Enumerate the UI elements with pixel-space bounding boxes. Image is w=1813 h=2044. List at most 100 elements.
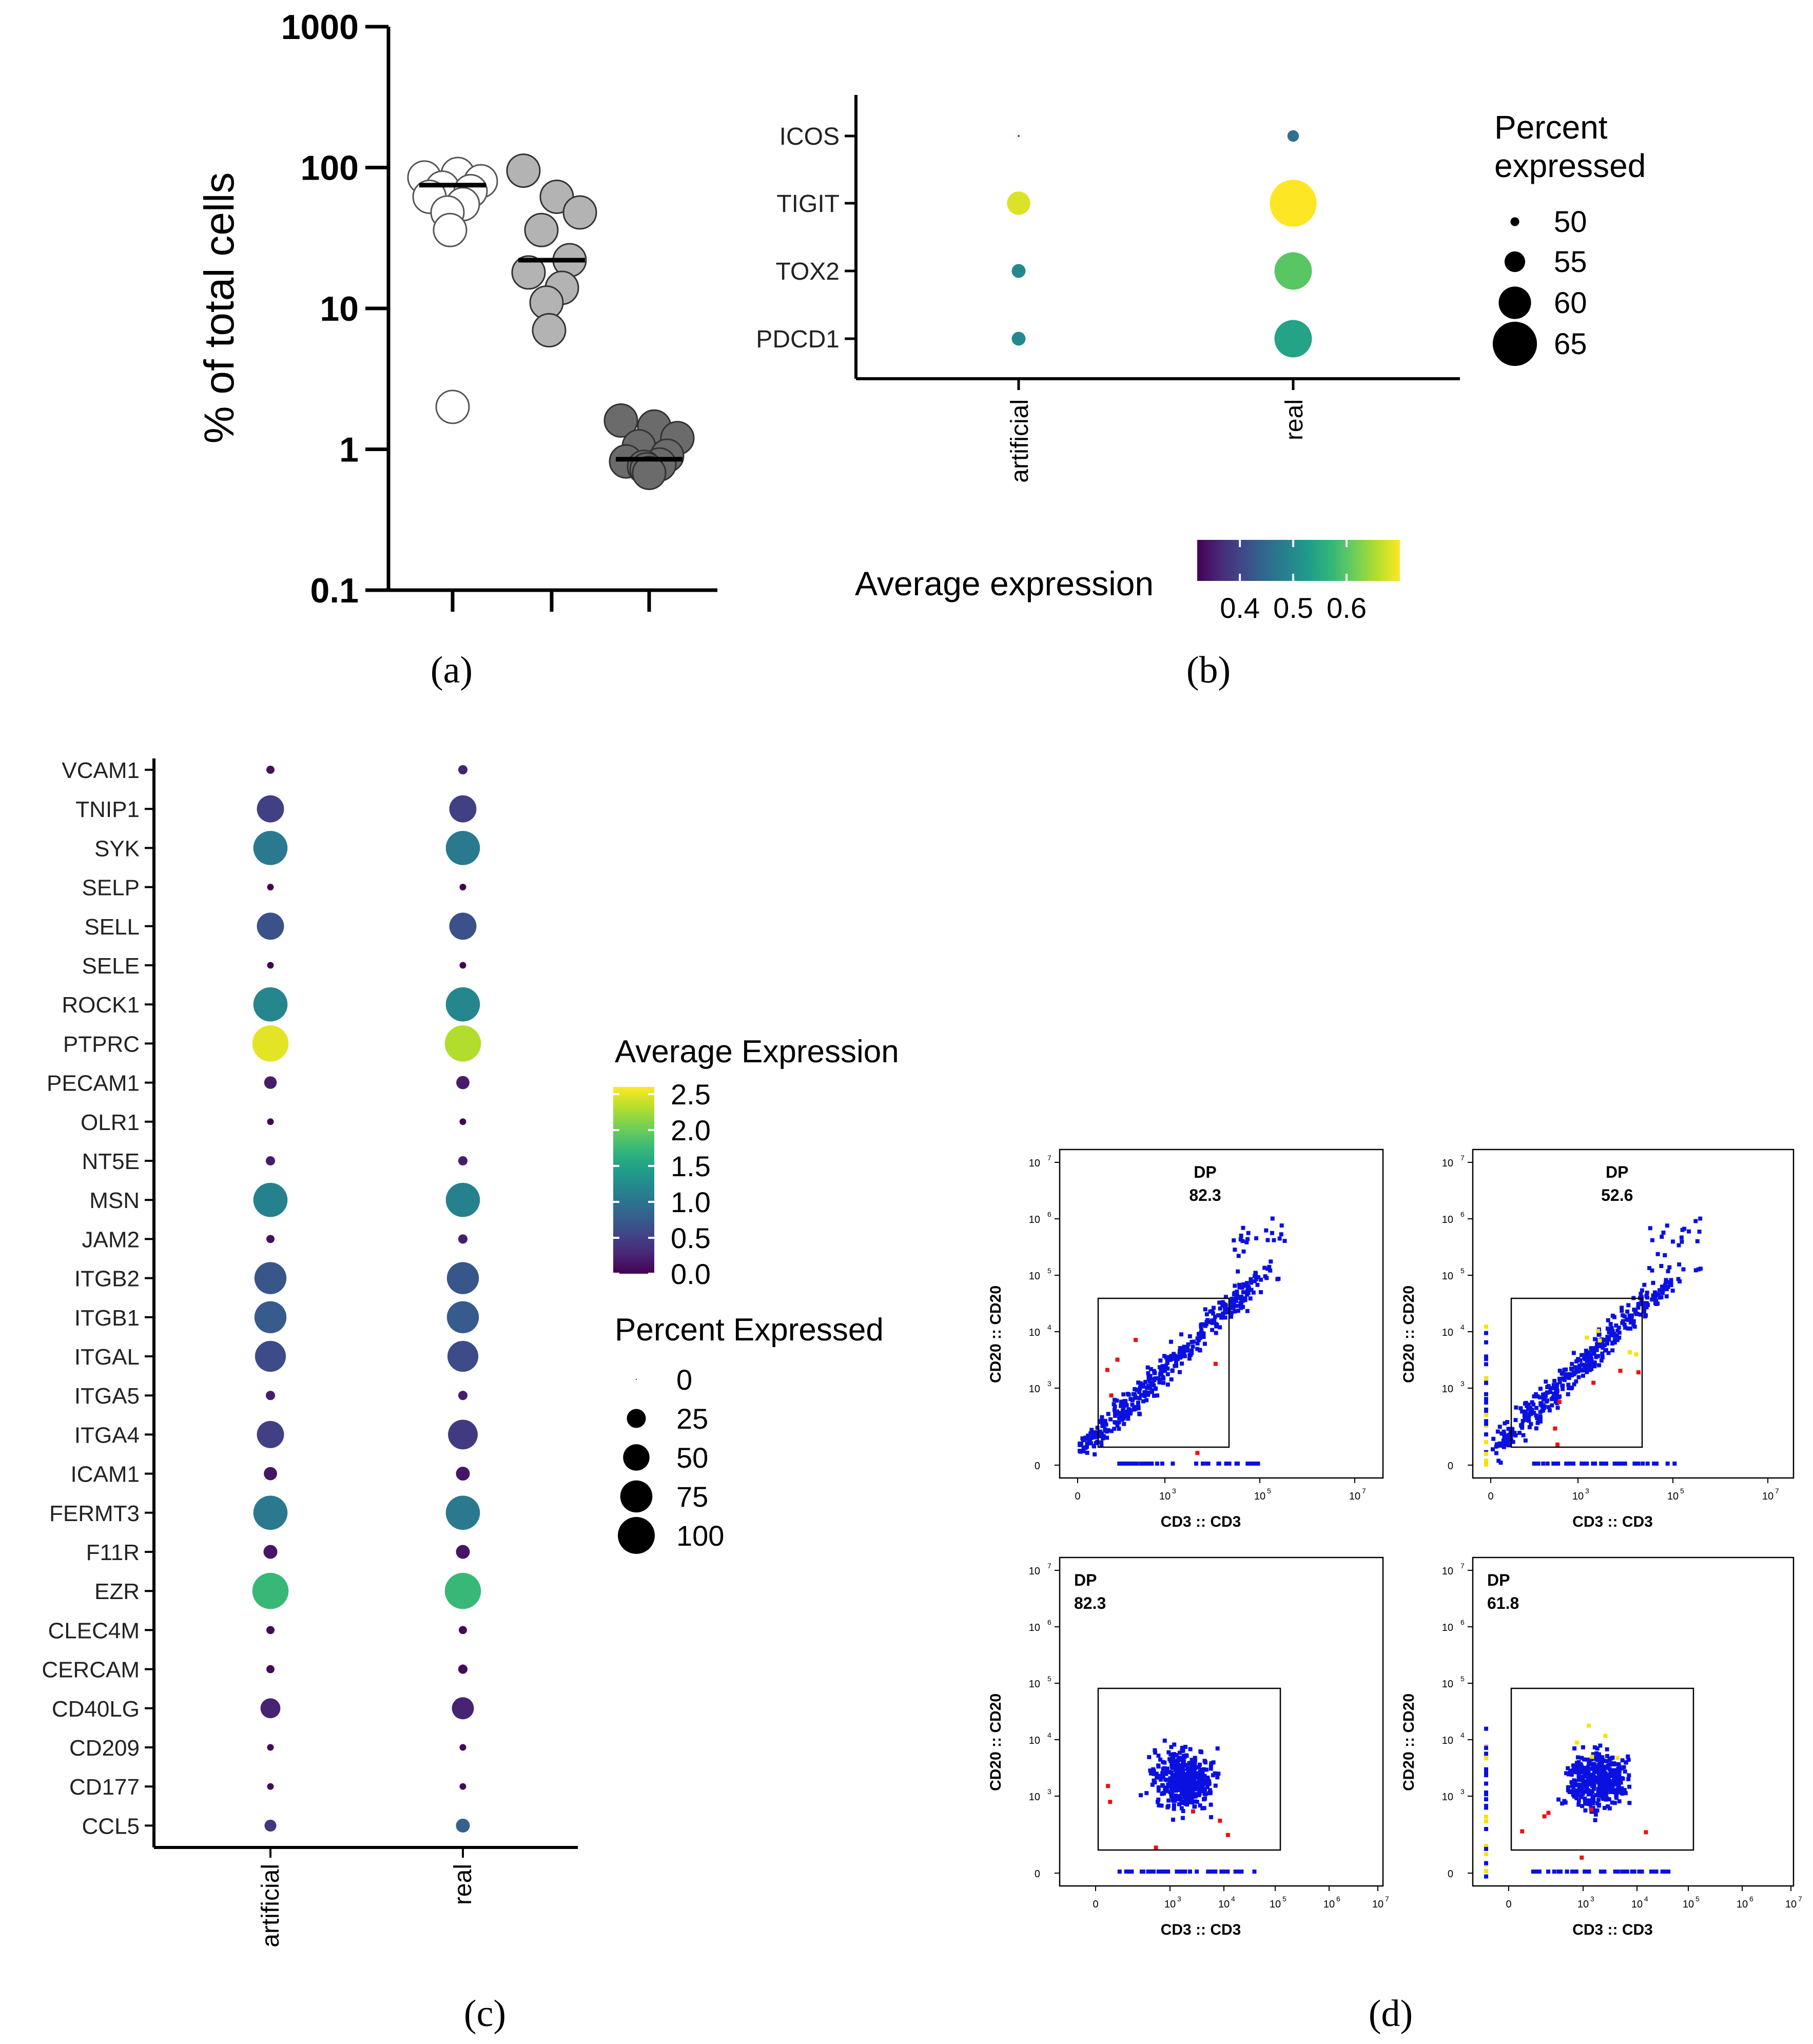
x-tick-label: 0	[1075, 1491, 1080, 1502]
event-dot	[1182, 1759, 1186, 1764]
dot-marker	[252, 1025, 289, 1062]
event-dot	[1639, 1312, 1643, 1317]
dot-marker	[1007, 191, 1030, 215]
event-dot	[1152, 1772, 1156, 1776]
event-dot	[1165, 1355, 1170, 1359]
plot-frame	[1472, 1556, 1795, 1887]
event-dot	[1591, 1781, 1595, 1785]
event-dot	[1567, 1376, 1571, 1380]
event-dot	[1580, 1804, 1585, 1808]
event-dot	[1566, 1383, 1571, 1387]
event-dot	[1555, 1406, 1560, 1410]
event-dot	[1180, 1361, 1184, 1366]
event-dot	[1267, 1264, 1272, 1269]
event-dot	[1177, 1802, 1181, 1806]
event-dot	[1164, 1772, 1168, 1776]
event-dot	[1566, 1772, 1571, 1777]
event-dot	[1180, 1816, 1185, 1820]
event-dot	[1551, 1386, 1555, 1390]
event-dot	[1174, 1359, 1178, 1364]
event-dot	[1117, 1427, 1121, 1431]
event-dot	[1627, 1773, 1631, 1778]
event-dot	[1183, 1776, 1187, 1780]
event-dot	[1123, 1399, 1128, 1404]
event-dot	[1610, 1788, 1615, 1793]
event-dot	[1161, 1760, 1165, 1764]
size-legend-title: expressed	[1494, 147, 1646, 184]
event-dot	[1185, 1345, 1190, 1350]
event-dot	[1161, 1783, 1165, 1788]
x-tick-label: 10	[1164, 1899, 1176, 1910]
event-dot	[1575, 1755, 1580, 1760]
event-dot	[1585, 1757, 1589, 1762]
event-dot	[1639, 1292, 1643, 1296]
event-dot	[1213, 1314, 1217, 1319]
event-dot	[1128, 1397, 1133, 1401]
x-tick-label: 10	[1349, 1491, 1360, 1502]
event-dot	[1620, 1766, 1624, 1770]
event-dot	[1594, 1346, 1599, 1350]
event-dot	[1103, 1418, 1107, 1423]
event-dot	[1484, 1400, 1488, 1405]
event-dot	[1538, 1419, 1543, 1424]
event-dot	[1191, 1344, 1195, 1349]
event-dot	[1641, 1462, 1645, 1466]
event-dot	[1566, 1766, 1570, 1770]
gate-rectangle	[1510, 1687, 1694, 1851]
event-dot	[1576, 1375, 1581, 1379]
event-dot	[1191, 1809, 1196, 1814]
event-dot	[1141, 1383, 1146, 1387]
event-dot	[1587, 1723, 1591, 1728]
event-dot	[1085, 1436, 1090, 1441]
size-legend-label: 65	[1554, 327, 1587, 361]
event-dot	[1255, 1282, 1260, 1287]
gene-label: VCAM1	[62, 758, 140, 783]
event-dot	[1557, 1870, 1562, 1874]
event-dot	[1165, 1805, 1170, 1809]
event-dot	[1100, 1416, 1104, 1421]
event-dot	[1191, 1758, 1195, 1763]
event-dot	[1619, 1780, 1623, 1785]
event-dot	[1217, 1300, 1222, 1305]
event-dot	[1564, 1771, 1569, 1776]
event-dot	[1548, 1386, 1553, 1391]
event-dot	[1576, 1778, 1581, 1782]
data-point	[511, 255, 546, 290]
event-dot	[1085, 1445, 1089, 1449]
event-dot	[1172, 1742, 1177, 1747]
event-dot	[1581, 1775, 1585, 1779]
event-dot	[1502, 1434, 1507, 1439]
event-dot	[1174, 1356, 1178, 1360]
event-dot	[1098, 1419, 1103, 1424]
event-dot	[1596, 1755, 1601, 1759]
gene-label: EZR	[94, 1579, 140, 1604]
event-dot	[1089, 1441, 1094, 1446]
event-dot	[1545, 1398, 1549, 1403]
event-dot	[1272, 1238, 1276, 1242]
x-tick-label: 10	[1218, 1899, 1230, 1910]
event-dot	[1542, 1406, 1546, 1410]
event-dot	[1628, 1350, 1632, 1354]
dot-marker	[267, 884, 274, 891]
event-dot	[1192, 1766, 1197, 1770]
dot-marker	[456, 1818, 470, 1833]
event-dot	[1608, 1779, 1612, 1783]
event-dot	[1570, 1385, 1574, 1390]
event-dot	[1152, 1393, 1156, 1398]
event-dot	[1566, 1392, 1570, 1396]
event-dot	[1697, 1230, 1702, 1234]
event-dot	[1136, 1400, 1140, 1405]
y-tick-label: 10	[1029, 1327, 1040, 1338]
event-dot	[1520, 1409, 1525, 1414]
event-dot	[1612, 1334, 1617, 1338]
event-dot	[1144, 1462, 1149, 1466]
dot-marker	[257, 1420, 284, 1448]
event-dot	[1112, 1402, 1116, 1407]
event-dot	[1603, 1778, 1608, 1782]
event-dot	[1155, 1462, 1159, 1466]
event-dot	[1597, 1344, 1602, 1349]
event-dot	[1583, 1782, 1587, 1787]
event-dot	[1104, 1422, 1108, 1427]
event-dot	[1518, 1406, 1523, 1411]
event-dot	[1581, 1745, 1585, 1749]
